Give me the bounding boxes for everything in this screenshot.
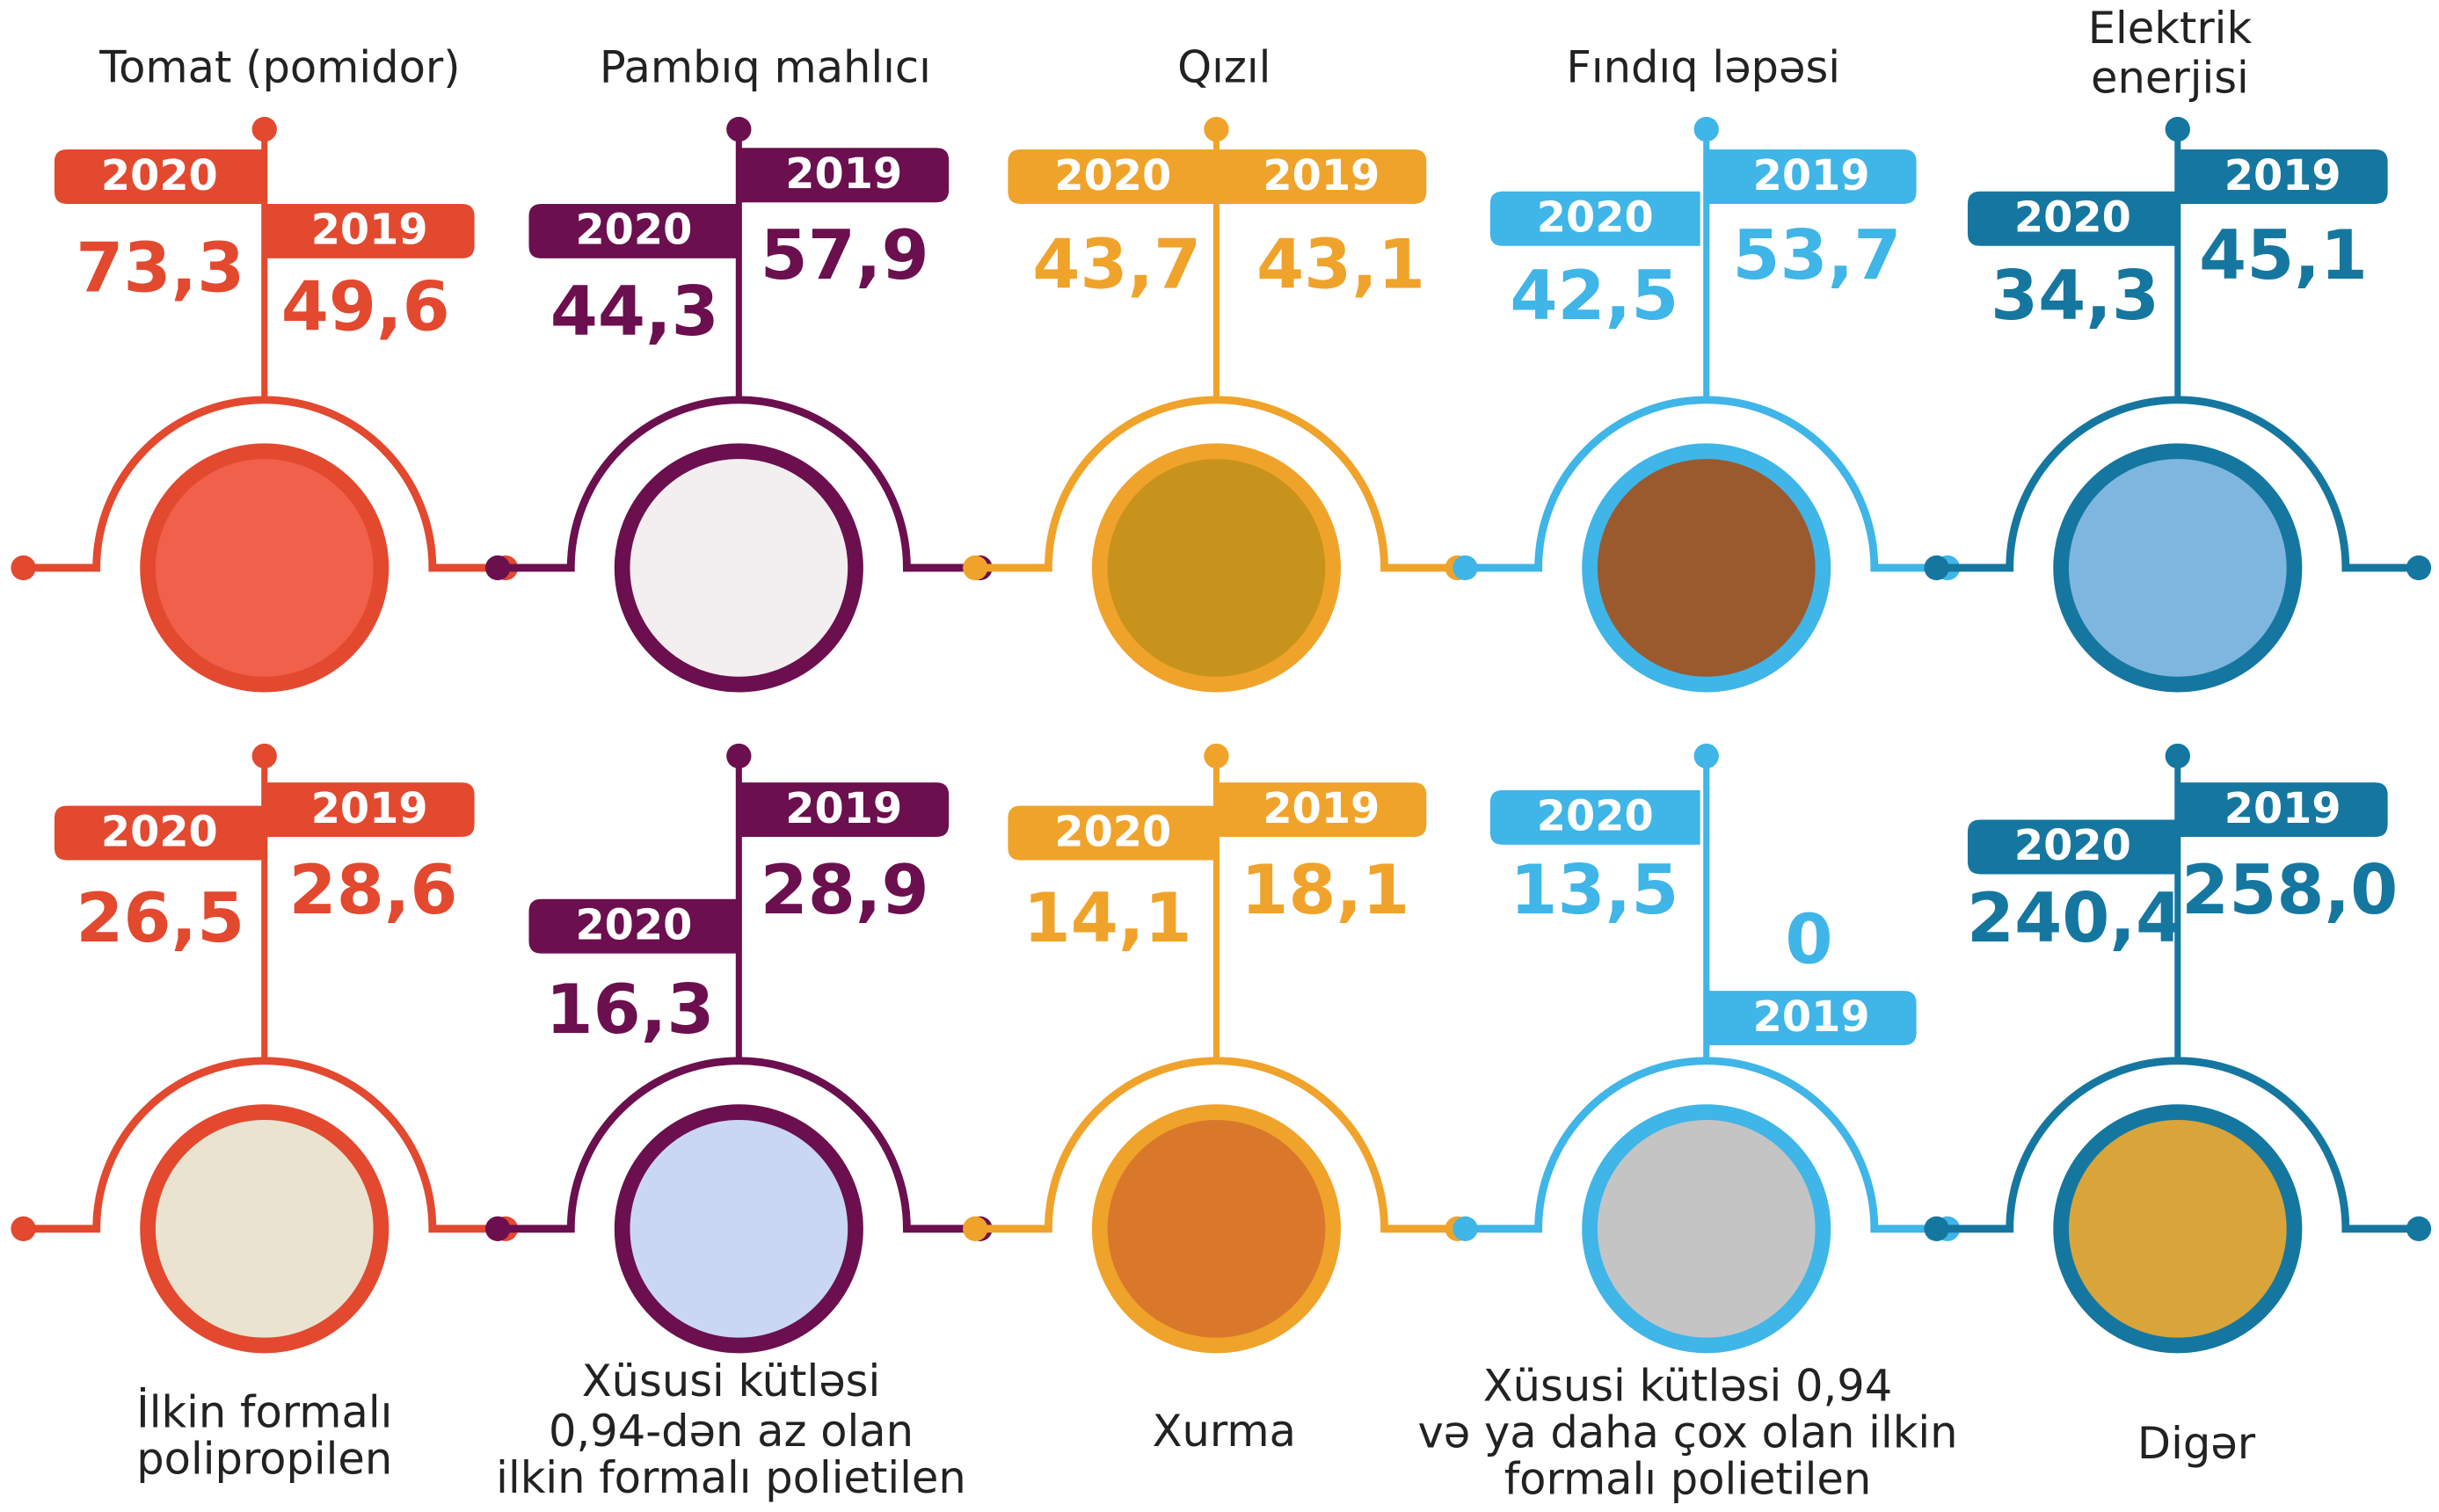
label: İlkin formalı [136, 1387, 392, 1438]
label: polipropilen [136, 1434, 392, 1485]
label: Digər [2137, 1418, 2256, 1469]
value: 43,1 [1256, 226, 1425, 305]
value: 34,3 [1991, 257, 2159, 336]
stem-dot [2166, 744, 2190, 768]
side-dot [11, 1217, 35, 1241]
year-label: 2019 [311, 207, 428, 255]
picture [2061, 451, 2294, 684]
value: 18,1 [1241, 851, 1409, 930]
side-dot [1452, 556, 1477, 580]
side-dot [2406, 556, 2431, 580]
value: 13,5 [1510, 851, 1678, 930]
label: formalı polietilen [1504, 1454, 1872, 1505]
value: 57,9 [761, 216, 929, 295]
panel: 2020 13,5 2019 0 Xüsusi kütləsi 0,94və ya da… [1418, 744, 1961, 1505]
label: Tomat (pomidor) [98, 41, 460, 92]
panel: 2020 14,1 2019 18,1 Xurma [963, 744, 1470, 1457]
side-dot [485, 556, 510, 580]
year-label: 2019 [785, 785, 902, 833]
label: Xüsusi kütləsi 0,94 [1483, 1361, 1893, 1412]
value: 42,5 [1510, 257, 1678, 336]
value: 28,9 [761, 851, 929, 930]
value: 16,3 [545, 970, 714, 1050]
picture [622, 1112, 855, 1345]
year-label: 2020 [2014, 822, 2131, 870]
label: Elektrik [2088, 3, 2253, 54]
value: 44,3 [550, 273, 719, 352]
value: 49,6 [281, 267, 450, 346]
year-label: 2019 [311, 785, 428, 833]
year-label: 2020 [1537, 793, 1654, 841]
label: Xurma [1153, 1406, 1296, 1457]
year-label: 2019 [1263, 152, 1380, 200]
year-label: 2019 [2224, 152, 2341, 200]
stem-dot [1204, 117, 1228, 142]
side-dot [485, 1217, 510, 1241]
value: 28,6 [289, 851, 458, 930]
side-dot [2406, 1217, 2431, 1241]
year-label: 2019 [1753, 993, 1870, 1042]
year-label: 2020 [101, 152, 218, 200]
label: ilkin formalı polietilen [496, 1452, 966, 1503]
value: 240,4 [1967, 879, 2183, 958]
value: 0 [1785, 901, 1832, 980]
label: Fındıq ləpəsi [1566, 41, 1840, 92]
panel: 2020 240,4 2019 258,0 Digər [1924, 744, 2431, 1469]
panel: 2020 44,3 2019 57,9 Pambıq mahlıcı [485, 41, 993, 684]
side-dot [963, 1217, 987, 1241]
value: 53,7 [1732, 216, 1901, 295]
panel: 2020 42,5 2019 53,7 Fındıq ləpəsi [1452, 41, 1960, 684]
picture [1100, 1112, 1333, 1345]
infographic: 202073,3201949,6Tomat (pomidor)202044,32… [0, 0, 2439, 1512]
year-label: 2020 [101, 808, 218, 856]
panel: 2020 26,5 2019 28,6 İlkin formalıpolipropile… [11, 744, 518, 1485]
year-label: 2019 [1753, 152, 1870, 200]
side-dot [963, 556, 987, 580]
stem-dot [726, 117, 751, 142]
stem-dot [1694, 744, 1719, 768]
side-dot [1452, 1217, 1477, 1241]
value: 26,5 [76, 879, 244, 958]
label: və ya daha çox olan ilkin [1418, 1407, 1958, 1458]
label: Qızıl [1177, 41, 1270, 92]
label: enerjisi [2091, 53, 2249, 104]
value: 73,3 [76, 229, 244, 308]
stem-dot [252, 117, 277, 142]
picture [1590, 451, 1823, 684]
panel: 2020 43,7 2019 43,1 Qızıl [963, 41, 1470, 684]
year-label: 2019 [2224, 785, 2341, 833]
year-label: 2019 [785, 150, 902, 199]
label: Xüsusi kütləsi [582, 1356, 881, 1407]
stem-dot [252, 744, 277, 768]
stem-dot [726, 744, 751, 768]
label: Pambıq mahlıcı [600, 41, 931, 92]
year-label: 2020 [1054, 152, 1171, 200]
value: 258,0 [2181, 851, 2398, 930]
side-dot [1924, 556, 1948, 580]
stem-dot [1204, 744, 1228, 768]
year-label: 2020 [575, 901, 692, 949]
value: 43,7 [1032, 226, 1201, 305]
picture [622, 451, 855, 684]
picture [148, 1112, 381, 1345]
value: 45,1 [2199, 216, 2368, 295]
year-label: 2020 [1054, 808, 1171, 856]
year-label: 2019 [1263, 785, 1380, 833]
value: 14,1 [1023, 879, 1192, 958]
panel: 2020 73,3 2019 49,6 Tomat (pomidor) [11, 41, 518, 684]
side-dot [1924, 1217, 1948, 1241]
picture [1100, 451, 1333, 684]
side-dot [11, 556, 35, 580]
label: 0,94-dən az olan [549, 1406, 914, 1457]
stem-dot [1694, 117, 1719, 142]
year-label: 2020 [1537, 194, 1654, 243]
picture [2061, 1112, 2294, 1345]
picture [148, 451, 381, 684]
year-label: 2020 [2014, 194, 2131, 243]
year-label: 2020 [575, 207, 692, 255]
picture [1590, 1112, 1823, 1345]
stem-dot [2166, 117, 2190, 142]
